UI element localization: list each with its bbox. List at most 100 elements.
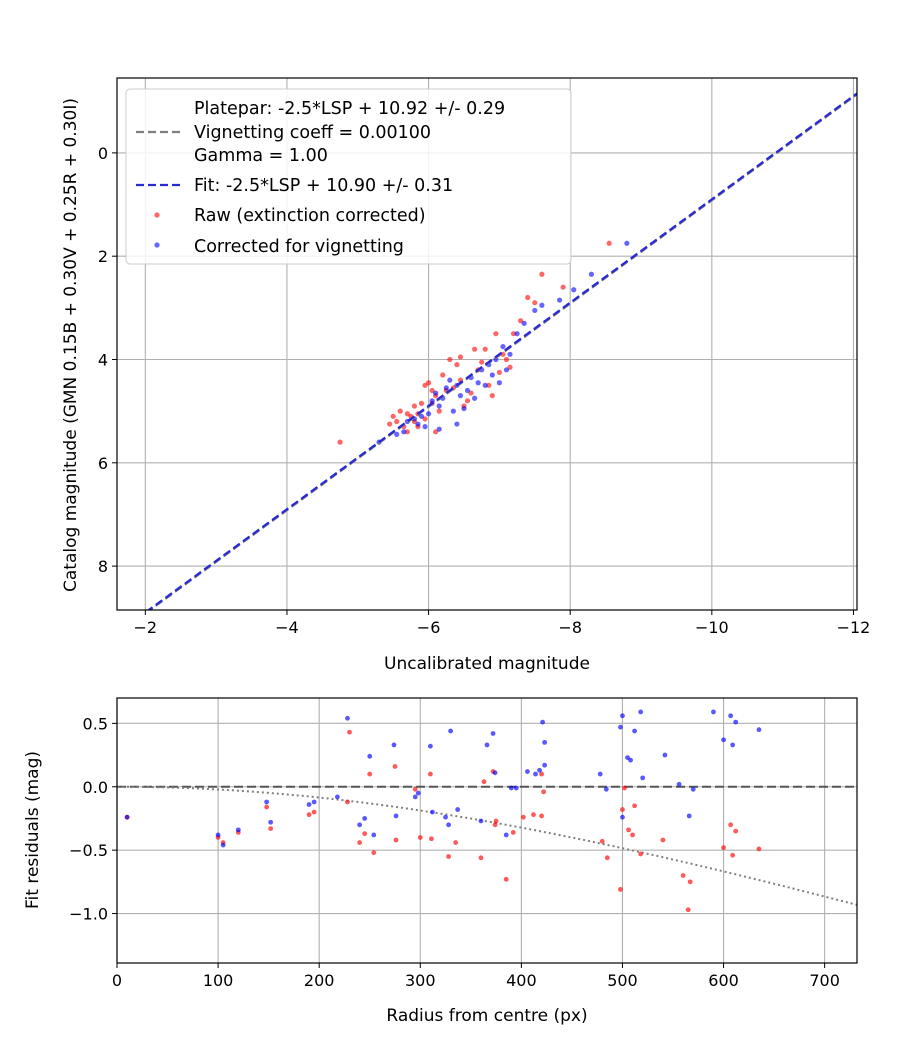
data-point [417, 835, 423, 840]
data-point [430, 809, 435, 815]
bottom-chart: 0 100 200 300 400 500 600 700 0.5 0.0 −0.5 −1.0 Ra… [23, 697, 858, 1026]
data-point [436, 426, 442, 432]
x-tick-label: 500 [607, 971, 638, 990]
data-point [514, 331, 520, 337]
data-point [626, 827, 631, 833]
bottom-scatter-points [124, 709, 762, 913]
data-point [311, 809, 317, 815]
data-point [334, 794, 340, 800]
data-point [507, 351, 513, 357]
data-point [393, 813, 399, 819]
data-point [503, 876, 509, 882]
data-point [687, 879, 693, 885]
data-point [540, 719, 546, 725]
y-tick-label: 8 [98, 557, 108, 576]
y-tick-label: −1.0 [69, 905, 108, 924]
data-point [425, 411, 432, 417]
top-chart: −2 −4 −6 −8 −10 −12 0 2 4 6 8 Uncalibrated magnit… [61, 77, 871, 674]
data-point [539, 813, 544, 819]
top-fit-lines [146, 92, 857, 610]
data-point [397, 408, 403, 414]
data-point [503, 367, 510, 373]
data-point [464, 398, 471, 404]
x-tick-label: 100 [203, 971, 234, 990]
data-point [730, 852, 736, 858]
data-point [479, 359, 485, 365]
data-point [401, 429, 407, 435]
data-point [457, 354, 464, 360]
x-tick-label: −12 [837, 618, 871, 637]
data-point [347, 729, 352, 735]
data-point [436, 408, 442, 414]
data-point [490, 731, 496, 736]
data-point [628, 757, 633, 763]
data-point [685, 907, 691, 913]
data-point [756, 727, 762, 733]
y-tick-label: 4 [98, 350, 108, 369]
data-point [418, 413, 425, 419]
data-point [450, 408, 456, 414]
fit-line [146, 92, 857, 610]
data-point [264, 804, 270, 810]
data-point [436, 403, 442, 409]
data-point [686, 813, 692, 819]
data-point [496, 369, 502, 376]
data-point [571, 287, 577, 293]
data-point [604, 855, 610, 861]
data-point [453, 840, 459, 845]
bottom-x-axis-label: Radius from centre (px) [386, 1006, 587, 1026]
data-point [478, 818, 484, 824]
data-point [520, 814, 526, 820]
data-point [525, 769, 530, 774]
data-point [235, 827, 241, 833]
y-tick-label: 6 [98, 454, 108, 473]
data-point [632, 728, 637, 734]
x-tick-label: −10 [695, 618, 729, 637]
data-point [539, 302, 545, 308]
x-tick-label: −2 [134, 618, 158, 637]
data-point [606, 240, 612, 246]
data-point [728, 822, 734, 828]
data-point [478, 855, 484, 861]
data-point [493, 818, 499, 824]
data-point [446, 854, 451, 859]
data-point [427, 743, 433, 749]
data-point [542, 739, 548, 745]
data-point [394, 418, 400, 425]
top-y-ticks: 0 2 4 6 8 [98, 144, 117, 576]
data-point [660, 837, 666, 843]
top-y-axis-label: Catalog magnitude (GMN 0.15B + 0.30V + 0… [61, 98, 81, 592]
data-point [481, 779, 487, 785]
data-point [464, 387, 471, 394]
data-point [489, 372, 495, 378]
top-x-axis-label: Uncalibrated magnitude [384, 654, 590, 674]
data-point [425, 380, 432, 386]
data-point [531, 812, 536, 818]
legend-raw-text: Raw (extinction corrected) [194, 206, 426, 226]
legend-corrected-marker [154, 242, 160, 248]
data-point [387, 421, 393, 427]
data-point [215, 832, 221, 838]
x-tick-label: −4 [275, 618, 299, 637]
data-point [447, 356, 453, 363]
data-point [542, 762, 548, 768]
data-point [264, 799, 270, 805]
data-point [599, 838, 605, 844]
data-point [412, 786, 418, 792]
y-tick-label: 0.5 [83, 714, 108, 733]
data-point [415, 790, 421, 796]
x-tick-label: 600 [708, 971, 739, 990]
data-point [493, 331, 499, 337]
x-tick-label: 300 [405, 971, 436, 990]
data-point [461, 405, 467, 412]
data-point [367, 771, 373, 777]
data-point [532, 307, 538, 314]
top-axes-frame [116, 77, 858, 611]
data-point [721, 737, 726, 743]
data-point [620, 807, 625, 812]
data-point [427, 771, 433, 777]
x-tick-label: 200 [304, 971, 335, 990]
data-point [422, 424, 428, 430]
data-point [730, 742, 736, 748]
